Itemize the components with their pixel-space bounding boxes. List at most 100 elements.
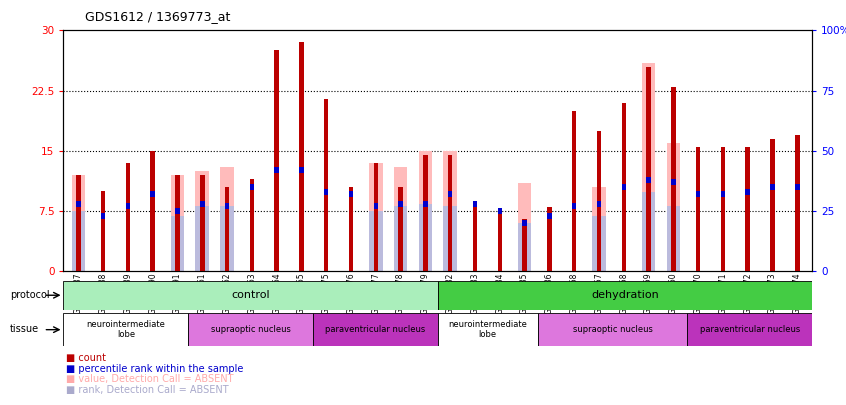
Bar <box>419 151 432 271</box>
Bar <box>423 200 427 207</box>
Bar <box>76 200 80 207</box>
Bar <box>250 179 254 271</box>
Text: neurointermediate
lobe: neurointermediate lobe <box>86 320 165 339</box>
Bar <box>721 191 725 198</box>
Bar <box>299 167 304 173</box>
Bar <box>171 175 184 271</box>
Bar <box>437 313 538 346</box>
Bar <box>72 211 85 271</box>
Bar <box>188 313 313 346</box>
Bar <box>745 147 750 271</box>
Bar <box>126 203 130 209</box>
Bar <box>374 203 378 209</box>
Bar <box>795 184 799 190</box>
Bar <box>572 111 576 271</box>
Bar <box>151 151 155 271</box>
Bar <box>671 179 676 185</box>
Bar <box>195 206 209 271</box>
Bar <box>745 189 750 195</box>
Bar <box>419 204 432 271</box>
Bar <box>313 313 437 346</box>
Text: GDS1612 / 1369773_at: GDS1612 / 1369773_at <box>85 10 230 23</box>
Bar <box>101 213 106 219</box>
Bar <box>473 203 477 271</box>
Bar <box>369 211 382 271</box>
Bar <box>101 191 106 271</box>
Bar <box>547 207 552 271</box>
Bar <box>667 143 680 271</box>
Bar <box>324 189 328 195</box>
Bar <box>518 223 531 271</box>
Bar <box>687 313 812 346</box>
Bar <box>592 216 606 271</box>
Bar <box>443 151 457 271</box>
Bar <box>393 206 408 271</box>
Bar <box>473 200 477 207</box>
Bar <box>497 211 502 271</box>
Bar <box>324 99 328 271</box>
Bar <box>299 43 304 271</box>
Bar <box>696 147 700 271</box>
Text: paraventricular nucleus: paraventricular nucleus <box>326 325 426 334</box>
Bar <box>572 203 576 209</box>
Bar <box>220 206 233 271</box>
Bar <box>225 187 229 271</box>
Bar <box>497 208 502 214</box>
Bar <box>795 135 799 271</box>
Text: ■ value, Detection Call = ABSENT: ■ value, Detection Call = ABSENT <box>66 375 233 384</box>
Bar <box>349 191 354 198</box>
Bar <box>770 139 775 271</box>
Bar <box>596 200 602 207</box>
Bar <box>398 187 403 271</box>
Text: ■ rank, Detection Call = ABSENT: ■ rank, Detection Call = ABSENT <box>66 385 228 395</box>
Bar <box>175 208 179 214</box>
Text: paraventricular nucleus: paraventricular nucleus <box>700 325 799 334</box>
Bar <box>274 167 279 173</box>
Bar <box>63 313 188 346</box>
Bar <box>667 206 680 271</box>
Bar <box>250 184 254 190</box>
Bar <box>622 103 626 271</box>
Bar <box>596 131 602 271</box>
Text: neurointermediate
lobe: neurointermediate lobe <box>448 320 527 339</box>
Text: supraoptic nucleus: supraoptic nucleus <box>573 325 652 334</box>
Bar <box>175 175 179 271</box>
Bar <box>522 220 527 226</box>
Text: control: control <box>231 290 270 300</box>
Bar <box>423 155 427 271</box>
Bar <box>126 163 130 271</box>
Bar <box>374 163 378 271</box>
Bar <box>171 216 184 271</box>
Bar <box>770 184 775 190</box>
Bar <box>200 175 205 271</box>
Bar <box>274 51 279 271</box>
Bar <box>220 167 233 271</box>
Bar <box>592 187 606 271</box>
Bar <box>200 200 205 207</box>
Bar <box>622 184 626 190</box>
Bar <box>398 200 403 207</box>
Bar <box>547 213 552 219</box>
Text: supraoptic nucleus: supraoptic nucleus <box>211 325 290 334</box>
Bar <box>721 147 725 271</box>
Bar <box>76 175 80 271</box>
Bar <box>448 191 453 198</box>
Bar <box>225 203 229 209</box>
Bar <box>369 163 382 271</box>
Bar <box>63 281 437 310</box>
Bar <box>642 192 656 271</box>
Bar <box>195 171 209 271</box>
Bar <box>448 155 453 271</box>
Bar <box>522 219 527 271</box>
Bar <box>518 183 531 271</box>
Bar <box>393 167 408 271</box>
Text: ■ count: ■ count <box>66 354 106 363</box>
Text: tissue: tissue <box>10 324 39 334</box>
Text: ■ percentile rank within the sample: ■ percentile rank within the sample <box>66 364 244 374</box>
Text: dehydration: dehydration <box>591 290 659 300</box>
Bar <box>72 175 85 271</box>
Bar <box>151 191 155 198</box>
Bar <box>671 87 676 271</box>
Bar <box>349 187 354 271</box>
Bar <box>437 281 812 310</box>
